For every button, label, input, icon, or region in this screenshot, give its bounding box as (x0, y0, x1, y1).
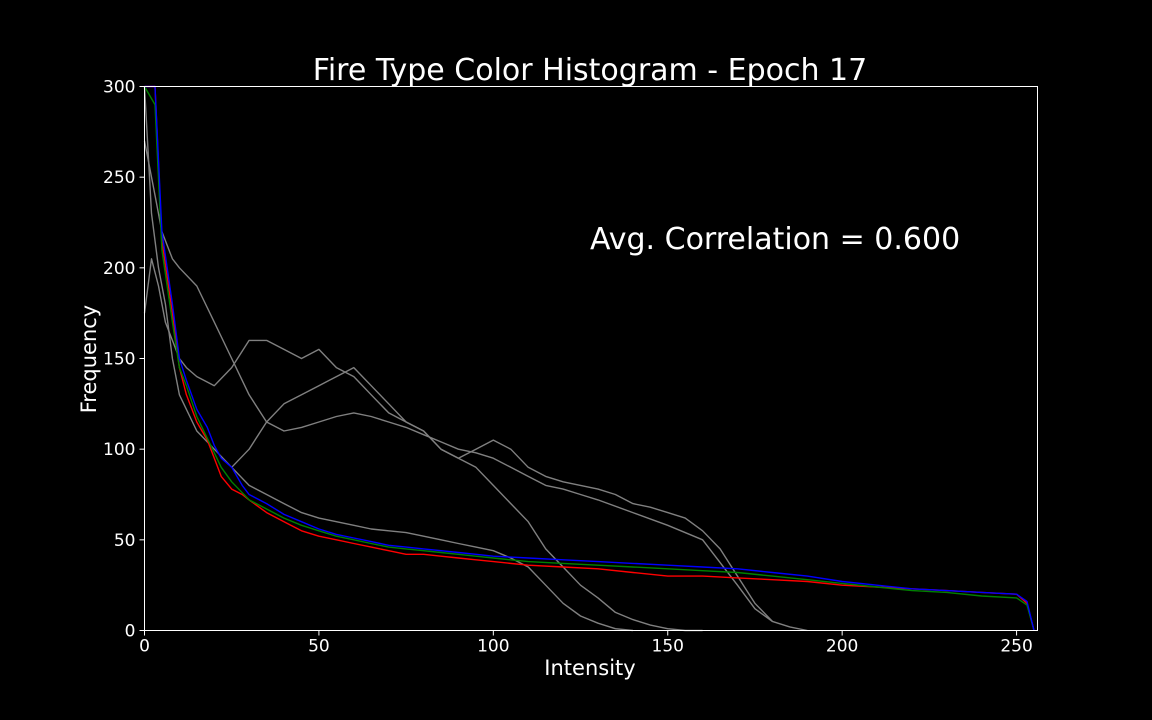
x-tick-label: 250 (1000, 637, 1032, 657)
x-tick-label: 150 (652, 637, 684, 657)
y-axis-label: Frequency (77, 305, 101, 414)
series-line-3 (143, 258, 703, 632)
y-tick-label: 300 (103, 78, 135, 98)
y-tick-label: 50 (114, 531, 136, 551)
series-line-5 (143, 86, 633, 632)
x-tick-label: 100 (477, 637, 509, 657)
chart-title: Fire Type Color Histogram - Epoch 17 (313, 53, 867, 88)
correlation-annotation: Avg. Correlation = 0.600 (590, 222, 960, 257)
series-line-4 (143, 140, 808, 632)
y-tick-label: 150 (103, 350, 135, 370)
y-tick-label: 0 (125, 622, 136, 642)
series-layer (143, 85, 1035, 632)
x-tick-label: 200 (826, 637, 858, 657)
series-line-6 (231, 366, 773, 622)
x-axis-label: Intensity (544, 656, 635, 680)
series-line-0 (144, 85, 1035, 631)
x-axis-ticks: 0 50 100 150 200 250 (139, 630, 1033, 657)
x-tick-label: 50 (308, 637, 330, 657)
y-tick-label: 200 (103, 259, 135, 279)
x-tick-label: 0 (139, 637, 150, 657)
series-line-2 (144, 85, 1035, 631)
y-tick-label: 250 (103, 168, 135, 188)
series-line-1 (143, 86, 1035, 631)
y-tick-label: 100 (103, 440, 135, 460)
y-axis-ticks: 0 50 100 150 200 250 300 (103, 78, 145, 642)
